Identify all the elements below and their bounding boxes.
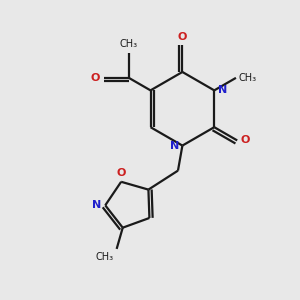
Text: O: O xyxy=(178,32,187,42)
Text: O: O xyxy=(241,135,250,146)
Text: O: O xyxy=(116,168,126,178)
Text: N: N xyxy=(218,85,227,95)
Text: CH₃: CH₃ xyxy=(96,252,114,262)
Text: CH₃: CH₃ xyxy=(120,39,138,49)
Text: N: N xyxy=(92,200,102,210)
Text: CH₃: CH₃ xyxy=(239,73,257,83)
Text: N: N xyxy=(169,141,179,151)
Text: O: O xyxy=(91,73,100,83)
